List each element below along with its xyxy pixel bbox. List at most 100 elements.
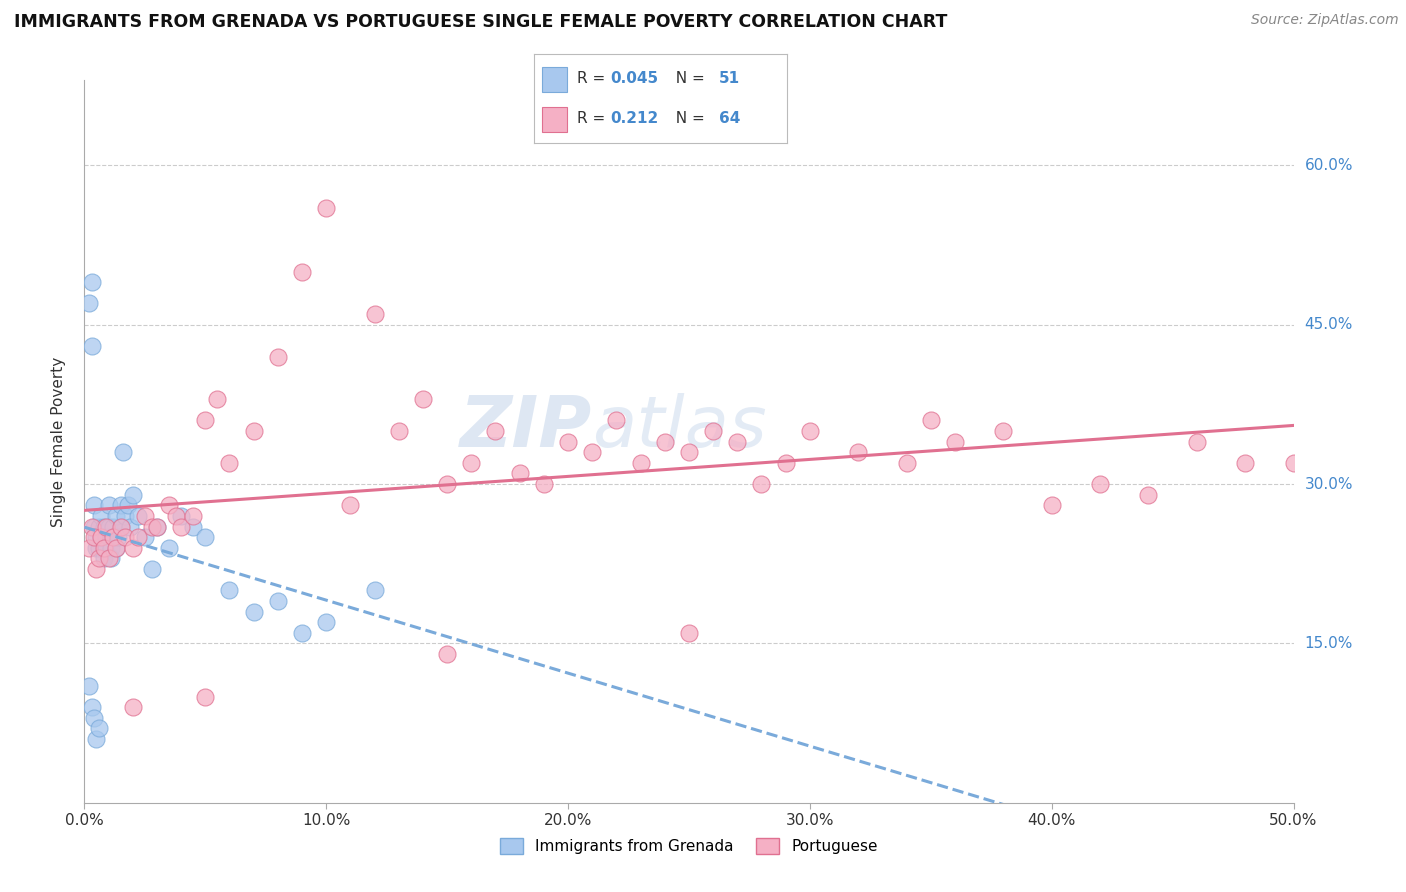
Point [993,424,1015,438]
Point [94,519,117,533]
Point [533,477,555,491]
Point [103,530,125,544]
Point [114,530,136,544]
Point [93,541,115,555]
Point [146,519,169,533]
Point [678,445,700,459]
Point [77,541,100,555]
Point [141,519,163,533]
Point [100,541,122,555]
Point [654,434,676,449]
Text: R =: R = [578,112,610,126]
Point [134,530,156,544]
Point [242,424,264,438]
Point [170,519,193,533]
Point [157,498,180,512]
Point [127,530,149,544]
Point [363,583,385,598]
Point [87,519,110,533]
Text: atlas: atlas [592,392,766,461]
Point [896,456,918,470]
Point [127,508,149,523]
Point [97,530,120,544]
Point [702,424,724,438]
Point [94,541,117,555]
Point [80,275,103,289]
Point [218,583,240,598]
Point [107,530,129,544]
Text: 51: 51 [718,71,740,86]
Point [94,530,117,544]
Point [90,508,112,523]
Text: 60.0%: 60.0% [1305,158,1353,173]
Bar [541,107,567,132]
Point [291,625,314,640]
Point [1282,456,1305,470]
Point [80,700,103,714]
Text: 0.045: 0.045 [610,71,658,86]
Text: N =: N = [666,112,710,126]
Point [110,519,132,533]
Point [97,498,120,512]
Point [90,530,112,544]
Point [1040,498,1063,512]
Text: 30.0%: 30.0% [1305,476,1353,491]
Point [678,625,700,640]
Point [267,594,290,608]
Point [80,339,103,353]
Point [181,519,204,533]
Point [436,647,458,661]
Point [87,551,110,566]
Point [77,296,100,310]
Point [207,392,229,406]
Point [799,424,821,438]
Point [83,519,105,533]
Point [120,519,142,533]
Point [267,350,290,364]
Text: ZIP: ZIP [460,392,592,461]
Point [484,424,506,438]
Point [194,530,217,544]
Point [80,519,103,533]
Point [83,530,105,544]
Point [134,508,156,523]
Point [1088,477,1111,491]
Point [170,508,193,523]
Point [86,541,108,555]
Point [1137,488,1160,502]
Point [104,541,127,555]
Point [725,434,748,449]
Point [194,690,217,704]
Point [83,711,105,725]
Point [141,562,163,576]
Point [121,488,143,502]
Point [86,732,108,747]
Point [242,605,264,619]
Point [103,519,125,533]
Point [86,530,108,544]
Point [87,722,110,736]
Text: N =: N = [666,71,710,86]
Text: R =: R = [578,71,610,86]
Point [1185,434,1208,449]
Text: 15.0%: 15.0% [1305,636,1353,651]
Point [165,508,187,523]
Point [581,445,603,459]
Point [90,530,112,544]
Point [846,445,869,459]
Point [388,424,411,438]
Point [110,519,132,533]
Point [412,392,434,406]
Point [181,508,204,523]
Bar [541,67,567,92]
Point [86,562,108,576]
Point [605,413,627,427]
Point [291,264,314,278]
Point [943,434,966,449]
Point [112,445,135,459]
Point [157,541,180,555]
Text: 45.0%: 45.0% [1305,318,1353,332]
Point [509,467,531,481]
Point [93,551,115,566]
Point [83,498,105,512]
